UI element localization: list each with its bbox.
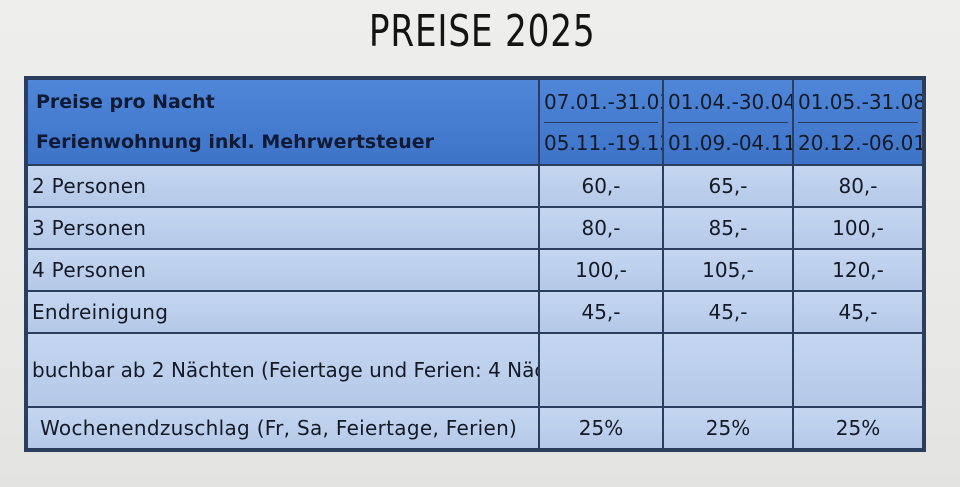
page-title: PREISE 2025 — [368, 6, 596, 57]
price-cell: 100,- — [792, 206, 924, 250]
surcharge-label: Wochenendzuschlag (Fr, Sa, Feiertage, Fe… — [26, 406, 540, 450]
season-1-range-1: 07.01.-31.03. — [544, 89, 661, 114]
season-1-range-2: 05.11.-19.12. — [544, 121, 661, 163]
price-cell: 100,- — [538, 248, 664, 292]
season-header-3: 01.05.-31.08. 20.12.-06.01. — [792, 78, 924, 166]
season-2-range-2: 01.09.-04.11. — [668, 121, 791, 163]
price-cell: 105,- — [662, 248, 794, 292]
surcharge-cell: 25% — [662, 406, 794, 450]
price-cell: 45,- — [792, 290, 924, 334]
table-row: 4 Personen 100,- 105,- 120,- — [26, 248, 924, 292]
surcharge-cell: 25% — [792, 406, 924, 450]
header-line-2: Ferienwohnung inkl. Mehrwertsteuer — [36, 131, 434, 153]
empty-cell — [792, 332, 924, 408]
note-row: buchbar ab 2 Nächten (Feiertage und Feri… — [26, 332, 924, 408]
price-cell: 120,- — [792, 248, 924, 292]
price-cell: 80,- — [792, 164, 924, 208]
surcharge-row: Wochenendzuschlag (Fr, Sa, Feiertage, Fe… — [26, 406, 924, 450]
empty-cell — [538, 332, 664, 408]
price-cell: 45,- — [662, 290, 794, 334]
empty-cell — [662, 332, 794, 408]
row-label: 4 Personen — [26, 248, 540, 292]
price-cell: 80,- — [538, 206, 664, 250]
price-cell: 65,- — [662, 164, 794, 208]
price-table: Preise pro Nacht Ferienwohnung inkl. Meh… — [26, 78, 924, 450]
booking-note: buchbar ab 2 Nächten (Feiertage und Feri… — [26, 332, 540, 408]
header-label-cell: Preise pro Nacht Ferienwohnung inkl. Meh… — [26, 78, 540, 166]
season-3-range-2: 20.12.-06.01. — [798, 121, 921, 163]
row-label: Endreinigung — [26, 290, 540, 334]
price-cell: 45,- — [538, 290, 664, 334]
season-3-range-1: 01.05.-31.08. — [798, 89, 923, 114]
price-cell: 85,- — [662, 206, 794, 250]
season-header-2: 01.04.-30.04. 01.09.-04.11. — [662, 78, 794, 166]
table-row: Endreinigung 45,- 45,- 45,- — [26, 290, 924, 334]
row-label: 3 Personen — [26, 206, 540, 250]
season-header-1: 07.01.-31.03. 05.11.-19.12. — [538, 78, 664, 166]
price-cell: 60,- — [538, 164, 664, 208]
table-row: 2 Personen 60,- 65,- 80,- — [26, 164, 924, 208]
header-line-1: Preise pro Nacht — [36, 91, 215, 113]
row-label: 2 Personen — [26, 164, 540, 208]
table-header-row: Preise pro Nacht Ferienwohnung inkl. Meh… — [26, 78, 924, 166]
surcharge-cell: 25% — [538, 406, 664, 450]
table-row: 3 Personen 80,- 85,- 100,- — [26, 206, 924, 250]
season-2-range-1: 01.04.-30.04. — [668, 89, 793, 114]
